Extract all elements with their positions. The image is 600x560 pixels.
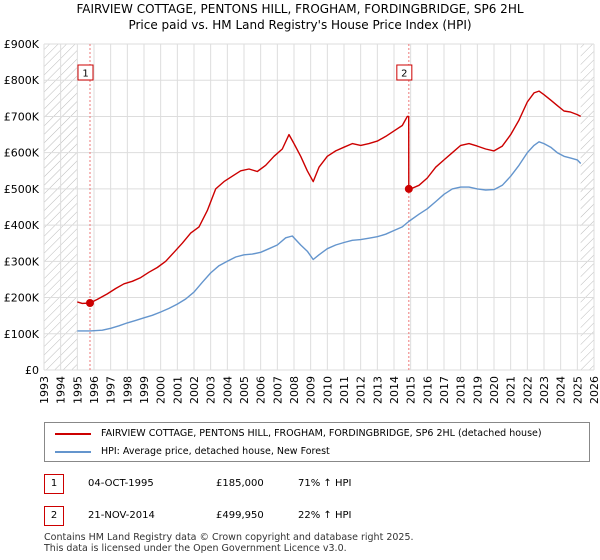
x-tick-label: 2016 [421,376,434,404]
x-tick-label: 2023 [538,376,551,404]
series-line-property [77,90,582,305]
y-tick-label: £500K [4,183,40,196]
transaction-hpi-change: 22% ↑ HPI [298,510,352,521]
x-tick-label: 2007 [271,376,284,404]
transaction-label-number: 1 [82,69,88,80]
x-tick-label: 2013 [371,376,384,404]
y-tick-label: £400K [4,219,40,232]
x-tick-label: 2022 [521,376,534,404]
transaction-badge: 1 [44,474,64,494]
x-tick-label: 2003 [205,376,218,404]
legend-swatch-hpi [55,450,91,453]
legend-item-hpi: HPI: Average price, detached house, New … [55,444,330,460]
x-tick-label: 1994 [55,376,68,404]
legend: FAIRVIEW COTTAGE, PENTONS HILL, FROGHAM,… [44,422,590,462]
legend-item-property: FAIRVIEW COTTAGE, PENTONS HILL, FROGHAM,… [55,426,542,442]
y-tick-label: £700K [4,110,40,123]
transaction-date: 21-NOV-2014 [88,510,155,521]
x-tick-label: 2000 [155,376,168,404]
x-tick-label: 2009 [305,376,318,404]
transaction-point [86,298,94,307]
x-tick-label: 2015 [405,376,418,404]
x-tick-label: 2001 [171,376,184,404]
x-tick-label: 2024 [555,376,568,404]
x-tick-label: 1999 [138,376,151,404]
y-tick-label: £200K [4,292,40,305]
x-tick-label: 2025 [571,376,584,404]
x-tick-label: 2005 [238,376,251,404]
x-tick-label: 1998 [121,376,134,404]
x-tick-label: 2021 [505,376,518,404]
x-tick-label: 2010 [321,376,334,404]
y-tick-label: £600K [4,147,40,160]
x-tick-label: 2017 [438,376,451,404]
x-tick-label: 2004 [221,376,234,404]
footer-licence: This data is licensed under the Open Gov… [44,543,347,554]
transaction-label-box [396,64,413,81]
transaction-hpi-change: 71% ↑ HPI [298,478,352,489]
transaction-price: £185,000 [216,478,264,489]
footer-copyright: Contains HM Land Registry data © Crown c… [44,532,414,543]
x-tick-label: 1997 [105,376,118,404]
y-tick-label: £300K [4,255,40,268]
transaction-label-box [77,64,94,81]
x-tick-label: 2012 [355,376,368,404]
x-tick-label: 2026 [588,376,600,404]
x-tick-label: 2014 [388,376,401,404]
y-tick-label: £100K [4,328,40,341]
hatch-region [580,44,594,370]
y-tick-label: £0 [25,364,39,377]
x-tick-label: 2006 [255,376,268,404]
legend-swatch-property [55,432,91,435]
legend-label-property: FAIRVIEW COTTAGE, PENTONS HILL, FROGHAM,… [101,428,542,439]
x-tick-label: 2002 [188,376,201,404]
x-tick-label: 2018 [455,376,468,404]
x-tick-label: 1993 [38,376,51,404]
transaction-price: £499,950 [216,510,264,521]
legend-label-hpi: HPI: Average price, detached house, New … [101,446,330,457]
y-tick-label: £900K [4,38,40,51]
x-tick-label: 2019 [471,376,484,404]
series-line-hpi [77,141,582,332]
y-tick-label: £800K [4,74,40,87]
x-tick-label: 1995 [71,376,84,404]
x-tick-label: 2020 [488,376,501,404]
transaction-point [404,184,413,193]
price-chart: FAIRVIEW COTTAGE, PENTONS HILL, FROGHAM,… [4,2,600,404]
x-tick-label: 2011 [338,376,351,404]
x-tick-label: 1996 [88,376,101,404]
transaction-badge: 2 [44,506,64,526]
transaction-date: 04-OCT-1995 [88,478,154,489]
x-tick-label: 2008 [288,376,301,404]
transaction-label-number: 2 [401,69,407,80]
chart-title: FAIRVIEW COTTAGE, PENTONS HILL, FROGHAM,… [76,2,523,16]
chart-subtitle: Price paid vs. HM Land Registry's House … [128,18,471,32]
